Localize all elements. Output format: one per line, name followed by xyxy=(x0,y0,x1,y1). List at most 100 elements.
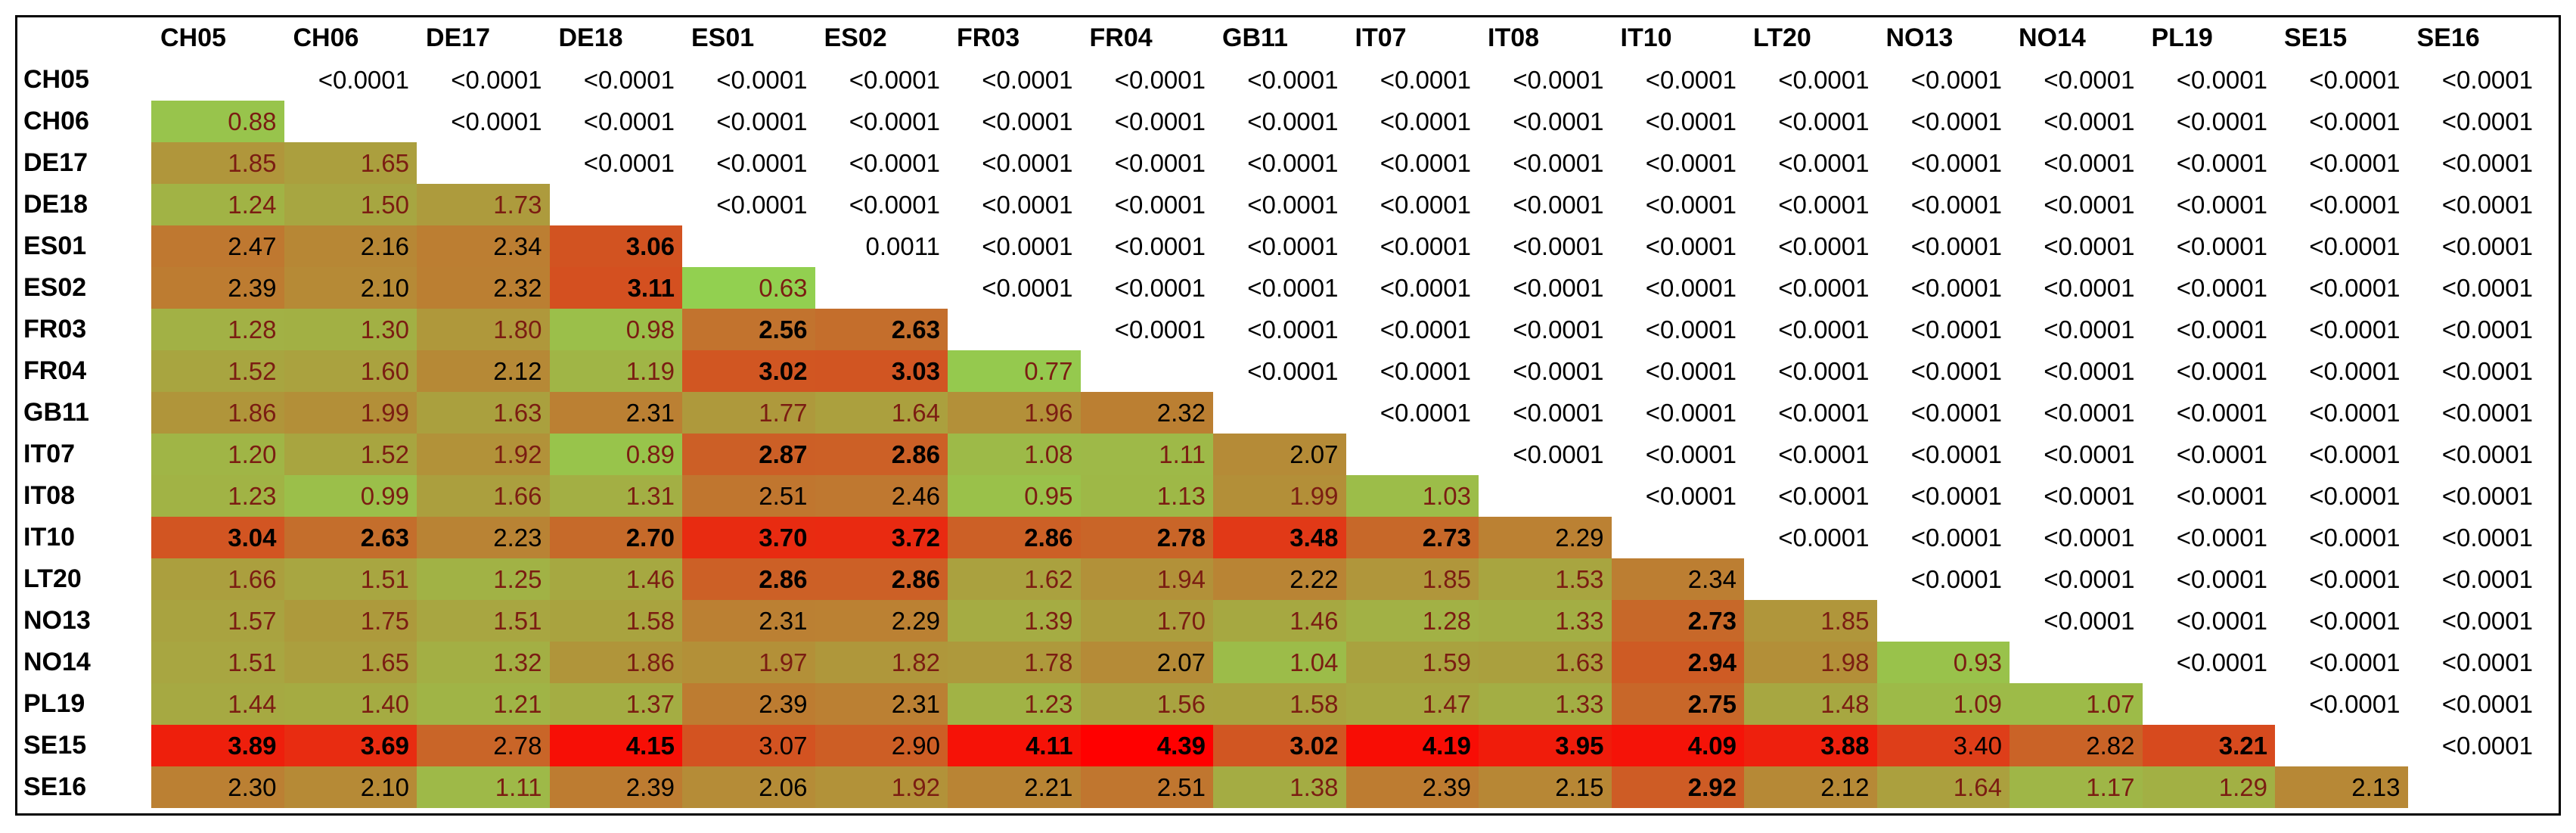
heatmap-cell: 1.62 xyxy=(948,558,1081,600)
row-header-es01: ES01 xyxy=(23,232,87,260)
diagonal-cell xyxy=(550,184,683,225)
p-value-cell: <0.0001 xyxy=(716,65,808,94)
heatmap-cell: 3.21 xyxy=(2142,725,2275,766)
heatmap-cell: 1.65 xyxy=(284,142,417,184)
p-value-cell: <0.0001 xyxy=(2044,273,2135,302)
heatmap-cell: 1.38 xyxy=(1213,766,1346,808)
p-value-cell: <0.0001 xyxy=(1645,481,1736,510)
heatmap-cell: 2.31 xyxy=(815,683,948,725)
heatmap-cell: 3.03 xyxy=(815,350,948,392)
column-header-it07: IT07 xyxy=(1355,23,1407,52)
heatmap-cell: 1.19 xyxy=(549,350,682,392)
heatmap-cell: 1.65 xyxy=(284,642,417,683)
column-header-de17: DE17 xyxy=(426,23,491,52)
heatmap-cell: 3.07 xyxy=(682,725,815,766)
heatmap-cell: 2.39 xyxy=(682,683,815,725)
p-value-cell: <0.0001 xyxy=(1645,356,1736,385)
p-value-cell: <0.0001 xyxy=(2176,65,2267,94)
p-value-cell: <0.0001 xyxy=(1513,107,1604,135)
p-value-cell: <0.0001 xyxy=(1910,523,2002,552)
p-value-cell: <0.0001 xyxy=(1778,65,1870,94)
heatmap-cell: 2.22 xyxy=(1213,558,1346,600)
heatmap-cell: 1.75 xyxy=(284,600,417,642)
heatmap-cell: 3.48 xyxy=(1213,517,1346,558)
heatmap-cell: 1.78 xyxy=(948,642,1081,683)
heatmap-cell: 1.86 xyxy=(549,642,682,683)
heatmap-cell: 1.21 xyxy=(417,683,550,725)
diagonal-cell xyxy=(948,309,1081,350)
p-value-cell: <0.0001 xyxy=(2044,564,2135,593)
p-value-cell: <0.0001 xyxy=(2309,398,2401,427)
heatmap-cell: 1.28 xyxy=(151,309,284,350)
heatmap-cell: 2.07 xyxy=(1213,434,1346,475)
heatmap-cell: 2.94 xyxy=(1611,642,1744,683)
heatmap-cell: 1.51 xyxy=(284,558,417,600)
heatmap-cell: 1.11 xyxy=(417,766,550,808)
heatmap-cell: 1.40 xyxy=(284,683,417,725)
heatmap-cell: 0.63 xyxy=(682,267,815,309)
heatmap-cell: 3.89 xyxy=(151,725,284,766)
heatmap-cell: 3.72 xyxy=(815,517,948,558)
p-value-cell: <0.0001 xyxy=(2176,148,2267,177)
heatmap-cell: 0.93 xyxy=(1876,642,2010,683)
heatmap-cell: 1.17 xyxy=(2010,766,2143,808)
matrix-frame: CH05 CH06 DE17 DE18 ES01 ES02 FR03 FR04 GB11 IT07… xyxy=(15,15,2561,816)
p-value-cell: <0.0001 xyxy=(1380,315,1471,343)
p-value-cell: <0.0001 xyxy=(2309,148,2401,177)
heatmap-cell: 2.86 xyxy=(682,558,815,600)
heatmap-cell: 1.96 xyxy=(948,392,1081,434)
p-value-cell: <0.0001 xyxy=(2176,273,2267,302)
p-value-cell: <0.0001 xyxy=(982,65,1073,94)
heatmap-cell: 2.32 xyxy=(417,267,550,309)
heatmap-cell: 2.39 xyxy=(151,267,284,309)
heatmap-cell: 2.30 xyxy=(151,766,284,808)
heatmap-cell: 2.10 xyxy=(284,267,417,309)
p-value-cell: <0.0001 xyxy=(1114,232,1206,260)
p-value-cell: <0.0001 xyxy=(1380,148,1471,177)
heatmap-cell: 3.69 xyxy=(284,725,417,766)
p-value-cell: <0.0001 xyxy=(1247,148,1339,177)
p-value-cell: <0.0001 xyxy=(1778,148,1870,177)
p-value-cell: <0.0001 xyxy=(2176,564,2267,593)
p-value-cell: <0.0001 xyxy=(1910,148,2002,177)
p-value-cell: <0.0001 xyxy=(2441,273,2533,302)
heatmap-cell: 1.92 xyxy=(417,434,550,475)
p-value-cell: <0.0001 xyxy=(2309,273,2401,302)
heatmap-cell: 2.06 xyxy=(682,766,815,808)
heatmap-cell: 1.48 xyxy=(1744,683,1877,725)
p-value-cell: <0.0001 xyxy=(849,65,940,94)
p-value-cell: <0.0001 xyxy=(583,65,675,94)
heatmap-cell: 1.56 xyxy=(1080,683,1213,725)
heatmap-cell: 1.51 xyxy=(417,600,550,642)
p-value-cell: <0.0001 xyxy=(1114,65,1206,94)
row-header-it07: IT07 xyxy=(23,440,76,468)
p-value-cell: <0.0001 xyxy=(1247,190,1339,219)
heatmap-cell: 0.89 xyxy=(549,434,682,475)
heatmap-cell: 1.33 xyxy=(1479,600,1612,642)
row-header-no13: NO13 xyxy=(23,606,91,635)
column-header-it10: IT10 xyxy=(1620,23,1672,52)
heatmap-cell: 1.44 xyxy=(151,683,284,725)
p-value-cell: <0.0001 xyxy=(2309,65,2401,94)
p-value-cell: <0.0001 xyxy=(2176,107,2267,135)
heatmap-cell: 1.04 xyxy=(1213,642,1346,683)
heatmap-cell: 2.82 xyxy=(2010,725,2143,766)
heatmap-cell: 1.98 xyxy=(1744,642,1877,683)
p-value-cell: <0.0001 xyxy=(1380,273,1471,302)
p-value-cell: <0.0001 xyxy=(2309,440,2401,468)
heatmap-cell: 1.99 xyxy=(1213,475,1346,517)
column-header-se15: SE15 xyxy=(2284,23,2348,52)
p-value-cell: <0.0001 xyxy=(1513,65,1604,94)
p-value-cell: <0.0001 xyxy=(1910,107,2002,135)
heatmap-cell: 3.02 xyxy=(1213,725,1346,766)
heatmap-cell: 1.70 xyxy=(1080,600,1213,642)
p-value-cell: <0.0001 xyxy=(849,190,940,219)
heatmap-cell: 2.86 xyxy=(815,558,948,600)
heatmap-cell: 1.80 xyxy=(417,309,550,350)
column-header-lt20: LT20 xyxy=(1753,23,1811,52)
p-value-cell: <0.0001 xyxy=(1778,315,1870,343)
diagonal-cell xyxy=(1612,517,1745,558)
diagonal-cell xyxy=(284,101,417,142)
diagonal-cell xyxy=(2143,683,2276,725)
heatmap-cell: 1.51 xyxy=(151,642,284,683)
